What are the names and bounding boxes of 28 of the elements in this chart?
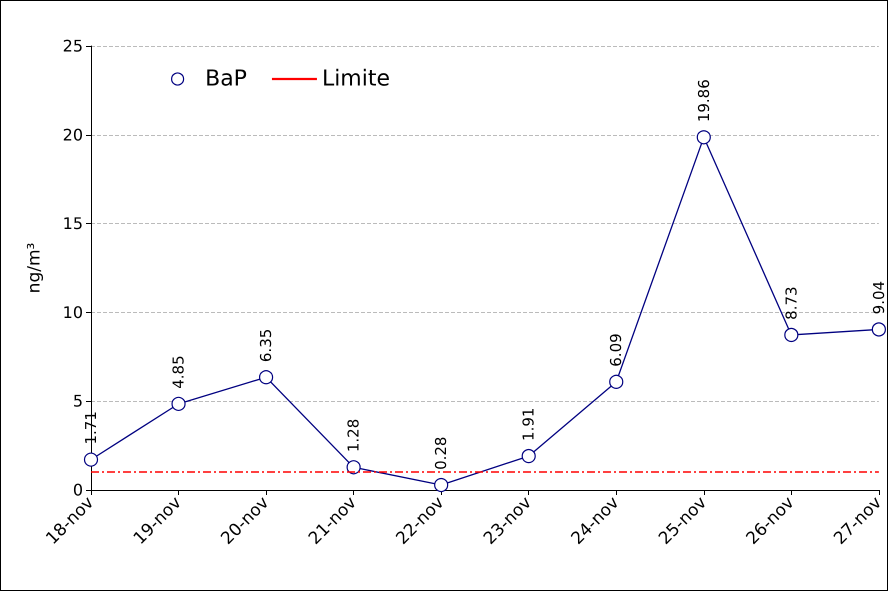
y-tick-label: 20	[62, 125, 83, 144]
data-label: 19.86	[694, 79, 713, 122]
y-axis-title: ng/m³	[24, 242, 44, 294]
y-tick-label: 5	[72, 392, 83, 411]
y-tick-label: 15	[62, 214, 83, 234]
data-label: 8.73	[782, 286, 800, 320]
point	[346, 460, 361, 474]
y-tick-label: 25	[62, 36, 83, 56]
data-label: 0.28	[432, 436, 450, 470]
legend-label: BaP	[205, 66, 247, 92]
point	[696, 130, 711, 144]
point	[171, 396, 186, 411]
point	[609, 374, 624, 389]
point	[872, 322, 886, 337]
data-label: 6.09	[607, 333, 626, 367]
point	[784, 328, 798, 342]
point	[434, 478, 448, 492]
data-label: 6.35	[257, 328, 276, 362]
point	[522, 448, 536, 464]
data-label: 1.91	[520, 408, 538, 441]
point	[84, 452, 98, 467]
data-label: 1.28	[344, 418, 363, 452]
y-tick-label: 10	[62, 302, 83, 322]
data-label: 9.04	[870, 280, 888, 314]
y-tick-label: 0	[72, 480, 83, 500]
legend-label: Limite	[322, 66, 390, 92]
point	[258, 370, 274, 384]
data-label: 4.85	[170, 355, 188, 389]
